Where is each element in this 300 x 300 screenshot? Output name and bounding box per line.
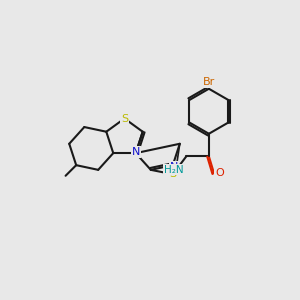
Text: N: N	[169, 162, 178, 172]
Text: N: N	[132, 147, 140, 157]
Text: O: O	[215, 169, 224, 178]
Text: H₂N: H₂N	[164, 165, 184, 175]
Text: S: S	[121, 113, 128, 124]
Text: S: S	[169, 169, 176, 179]
Text: Br: Br	[203, 77, 215, 87]
